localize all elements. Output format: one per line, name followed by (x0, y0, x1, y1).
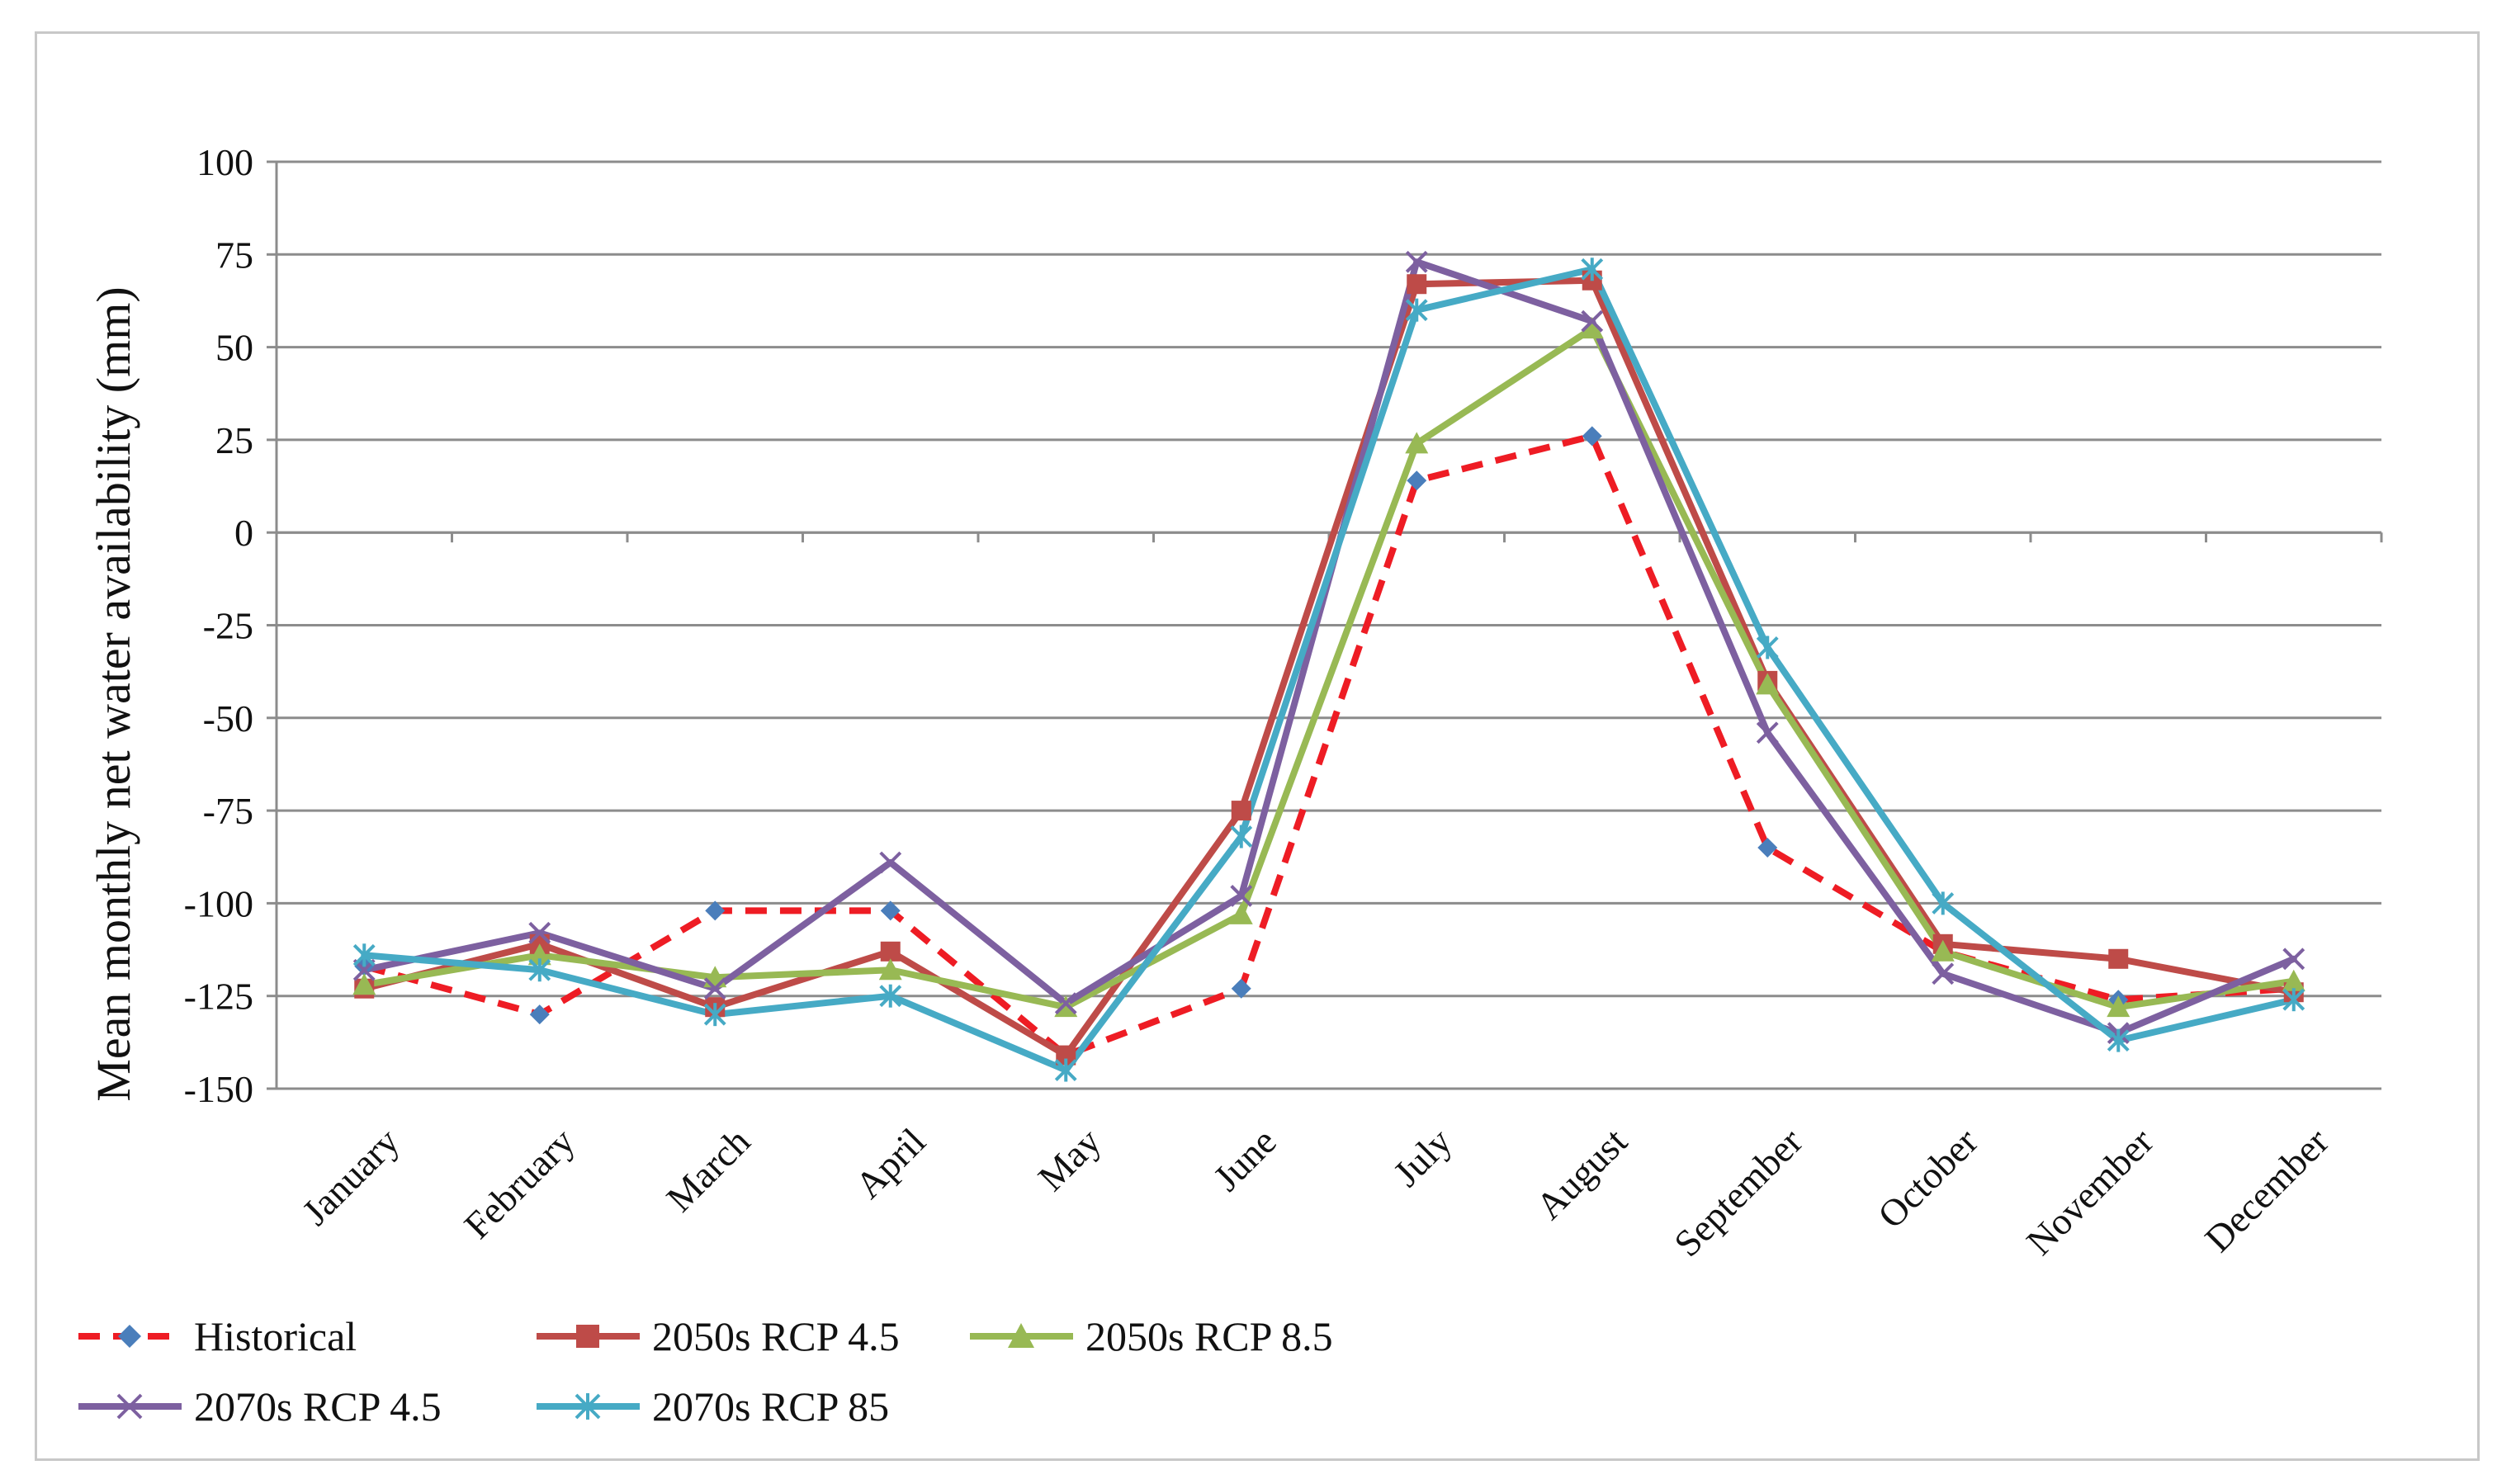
data-point-x (116, 1393, 143, 1420)
y-tick-labels: 100 75 50 25 0 -25 -50 -75 -100 -125 -150 (184, 141, 253, 1110)
x-tick-label: March (658, 1120, 758, 1220)
legend-entry[interactable]: Historical (78, 1313, 357, 1359)
data-point-star (352, 943, 376, 967)
x-tick-label: January (294, 1120, 407, 1233)
legend-entry[interactable]: 2050s RCP 4.5 (537, 1313, 900, 1359)
legend-entry[interactable]: 2050s RCP 8.5 (970, 1313, 1333, 1359)
x-tick-label: August (1528, 1120, 1635, 1227)
x-tick-labels: January February March April May June July Augu… (294, 1120, 2337, 1264)
data-point-triangle (352, 973, 376, 995)
legend[interactable]: Historical 2050s RCP 4.5 2050s RCP 8.5 2070… (78, 1313, 1333, 1430)
data-point-x (1405, 250, 1428, 273)
y-tick-label: -25 (203, 605, 253, 647)
data-point-triangle (1405, 432, 1429, 454)
data-point-triangle (1756, 673, 1780, 695)
data-point-star (1405, 298, 1428, 322)
data-point-diamond (118, 1325, 141, 1348)
series-markers (352, 250, 2305, 1082)
data-point-star (575, 1393, 601, 1420)
data-point-star (1581, 258, 1604, 281)
data-point-diamond (1757, 838, 1778, 858)
series-line-2070s-rcp-4-5 (361, 258, 2297, 1037)
y-tick-label: 75 (215, 234, 253, 276)
data-point-x (1230, 885, 1253, 907)
x-tick-label: September (1666, 1120, 1810, 1264)
series-lines (361, 258, 2297, 1074)
axes (267, 160, 2383, 1090)
y-tick-label: 25 (215, 419, 253, 461)
data-point-triangle (1229, 902, 1253, 924)
data-point-triangle (1008, 1323, 1034, 1348)
legend-label: 2050s RCP 4.5 (652, 1313, 900, 1359)
data-point-triangle (1931, 939, 1955, 962)
data-point-diamond (1407, 470, 1427, 491)
data-point-triangle (878, 958, 902, 981)
y-tick-label: 0 (234, 512, 253, 554)
x-tick-label: October (1870, 1120, 1986, 1236)
x-tick-label: July (1385, 1120, 1459, 1194)
data-point-x (528, 921, 551, 944)
y-tick-label: -100 (184, 882, 253, 924)
legend-label: 2050s RCP 8.5 (1085, 1313, 1333, 1359)
legend-entry[interactable]: 2070s RCP 85 (537, 1383, 889, 1430)
y-tick-label: 100 (196, 141, 253, 183)
data-point-star (1756, 636, 1779, 659)
data-point-diamond (529, 1004, 550, 1025)
data-point-x (1054, 992, 1077, 1015)
data-point-x (1932, 962, 1955, 985)
data-point-star (1932, 891, 1955, 915)
legend-label: 2070s RCP 85 (652, 1383, 889, 1430)
legend-label: 2070s RCP 4.5 (194, 1383, 442, 1430)
series-line-2050s-rcp-4-5 (361, 276, 2297, 1059)
line-chart: 100 75 50 25 0 -25 -50 -75 -100 -125 -150 January F… (78, 141, 2383, 1430)
data-point-x (2282, 948, 2305, 971)
data-point-x (1581, 310, 1604, 333)
data-point-triangle (2107, 995, 2130, 1018)
y-tick-label: -75 (203, 790, 253, 832)
x-tick-label: June (1205, 1120, 1284, 1199)
data-point-star (879, 984, 902, 1008)
data-point-triangle (2282, 969, 2305, 991)
data-point-diamond (880, 900, 901, 921)
data-point-star (528, 958, 551, 982)
data-point-star (1054, 1058, 1077, 1082)
data-point-x (1756, 721, 1779, 744)
data-point-diamond (1231, 978, 1251, 999)
series-line-2070s-rcp-85 (361, 266, 2297, 1074)
data-point-square (1407, 274, 1427, 295)
data-point-triangle (527, 943, 551, 966)
data-point-star (2107, 1028, 2130, 1052)
data-point-diamond (1582, 426, 1602, 447)
y-tick-label: 50 (215, 327, 253, 369)
data-point-triangle (1580, 317, 1604, 339)
y-tick-label: -125 (184, 976, 253, 1018)
data-point-star (703, 1003, 726, 1027)
legend-entry[interactable]: 2070s RCP 4.5 (78, 1383, 442, 1430)
data-point-square (2108, 948, 2129, 969)
data-point-x (703, 977, 726, 1000)
data-point-square (1231, 801, 1251, 821)
legend-label: Historical (194, 1313, 357, 1359)
data-point-square (576, 1325, 599, 1348)
x-tick-label: April (847, 1120, 934, 1207)
x-tick-label: May (1030, 1120, 1109, 1199)
y-tick-label: -150 (184, 1068, 253, 1110)
x-tick-label: February (456, 1120, 582, 1246)
x-tick-label: December (2197, 1120, 2337, 1260)
x-tick-label: November (2018, 1120, 2161, 1263)
data-point-star (1230, 825, 1253, 848)
y-tick-label: -50 (203, 697, 253, 740)
chart-frame: 100 75 50 25 0 -25 -50 -75 -100 -125 -150 January F… (35, 31, 2480, 1461)
series-line-historical (363, 432, 2295, 1059)
y-axis-label: Mean monthly net water availability (mm) (87, 286, 140, 1101)
series-line-2050s-rcp-8-5 (361, 325, 2297, 1011)
data-point-x (879, 851, 902, 874)
data-point-diamond (705, 900, 726, 921)
data-point-star (2282, 988, 2305, 1012)
data-point-triangle (1054, 995, 1078, 1018)
data-point-square (880, 941, 901, 962)
